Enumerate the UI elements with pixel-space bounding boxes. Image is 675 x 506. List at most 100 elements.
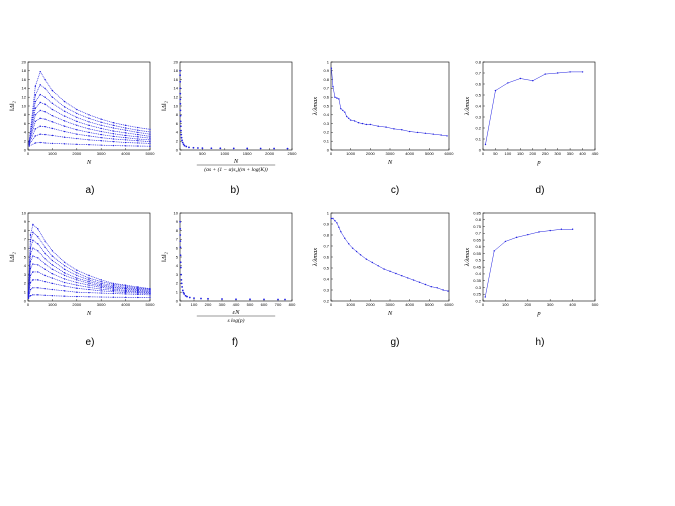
data-point xyxy=(88,124,90,127)
data-point xyxy=(369,123,372,126)
data-point xyxy=(112,289,115,292)
data-point xyxy=(76,112,78,115)
series-9 xyxy=(27,294,151,300)
data-point xyxy=(180,133,183,136)
data-point xyxy=(76,281,78,284)
data-point xyxy=(183,144,186,147)
data-point xyxy=(246,147,249,150)
data-point xyxy=(100,296,102,298)
data-point xyxy=(385,126,387,128)
data-point xyxy=(137,138,139,140)
data-point xyxy=(88,296,90,298)
data-point xyxy=(383,268,385,270)
data-point xyxy=(338,98,340,100)
data-point xyxy=(180,273,183,276)
data-point xyxy=(34,100,37,103)
data-point xyxy=(44,96,46,98)
x-tick-label: 2500 xyxy=(288,151,298,156)
series-7 xyxy=(27,279,151,298)
data-point xyxy=(336,97,338,99)
x-tick-label: 0 xyxy=(330,151,333,156)
data-point xyxy=(29,288,32,291)
x-tick-label: 700 xyxy=(275,302,282,307)
data-point xyxy=(137,142,139,144)
data-point xyxy=(63,143,66,145)
y-tick-label: 0.1 xyxy=(475,136,481,141)
y-tick-label: 7 xyxy=(24,237,27,242)
data-point xyxy=(181,286,184,288)
data-point xyxy=(76,287,78,289)
data-point xyxy=(112,144,115,147)
series-line xyxy=(28,287,151,298)
x-tick-label: 500 xyxy=(247,302,254,307)
x-tick-label: 2000 xyxy=(366,302,376,307)
x-tick-label: 1000 xyxy=(48,151,58,156)
y-tick-label: 2 xyxy=(24,139,27,144)
data-point xyxy=(357,122,360,124)
data-point xyxy=(538,231,540,233)
y-tick-label: 1 xyxy=(24,290,27,295)
data-point xyxy=(494,89,497,92)
data-point xyxy=(29,274,32,277)
data-point xyxy=(100,279,102,281)
chart-panel-b: 0 500 1000 1500 2000 2500 0 2 4 6 8 10 12 14 16 18 20 N(α… xyxy=(161,59,297,196)
data-point xyxy=(27,297,30,300)
data-point xyxy=(51,142,54,145)
data-point xyxy=(401,129,403,131)
x-tick-label: 1000 xyxy=(48,302,58,307)
data-point xyxy=(124,141,127,144)
y-tick-label: 8 xyxy=(176,112,179,117)
y-tick-label: 0 xyxy=(479,147,482,152)
data-point xyxy=(44,87,46,90)
data-point xyxy=(44,294,46,296)
y-tick-label: 20 xyxy=(22,59,27,64)
data-point xyxy=(124,288,127,290)
y-axis-label: λ/λmax xyxy=(312,248,319,267)
data-point xyxy=(484,143,487,146)
data-point xyxy=(112,284,115,287)
x-tick-label: 2000 xyxy=(265,151,275,156)
data-point xyxy=(440,134,442,136)
x-tick-label: 1000 xyxy=(346,151,356,156)
data-point xyxy=(100,290,102,292)
data-point xyxy=(100,285,102,287)
data-point xyxy=(137,129,139,131)
series-line xyxy=(28,231,151,293)
data-point xyxy=(44,287,46,290)
data-point xyxy=(504,240,507,243)
data-point xyxy=(37,271,39,273)
y-tick-label: 4 xyxy=(176,263,179,268)
data-point xyxy=(63,261,66,263)
data-point xyxy=(63,106,66,108)
data-point xyxy=(32,247,34,249)
data-point xyxy=(179,120,182,123)
y-tick-label: 0.85 xyxy=(473,210,482,215)
data-point xyxy=(124,291,127,294)
data-point xyxy=(149,145,151,147)
data-point xyxy=(37,243,39,245)
data-point xyxy=(63,115,66,117)
y-tick-label: 6 xyxy=(176,121,179,126)
data-point xyxy=(88,274,90,277)
series-0 xyxy=(179,220,286,301)
data-point xyxy=(556,72,559,74)
data-point xyxy=(389,270,391,272)
x-tick-label: 1500 xyxy=(243,151,253,156)
data-point xyxy=(63,268,66,271)
data-point xyxy=(418,281,421,283)
data-point xyxy=(63,278,66,280)
data-point xyxy=(355,250,358,253)
data-point xyxy=(76,274,78,277)
y-tick-label: 8 xyxy=(24,228,27,233)
data-point xyxy=(34,85,37,87)
data-point xyxy=(76,143,78,145)
data-point xyxy=(76,284,78,286)
data-point xyxy=(39,70,41,73)
data-point xyxy=(29,240,32,242)
y-tick-label: 14 xyxy=(174,86,179,91)
data-point xyxy=(259,147,262,150)
x-tick-label: 4000 xyxy=(405,302,415,307)
x-axis-label: N xyxy=(387,159,393,166)
data-point xyxy=(137,292,139,294)
